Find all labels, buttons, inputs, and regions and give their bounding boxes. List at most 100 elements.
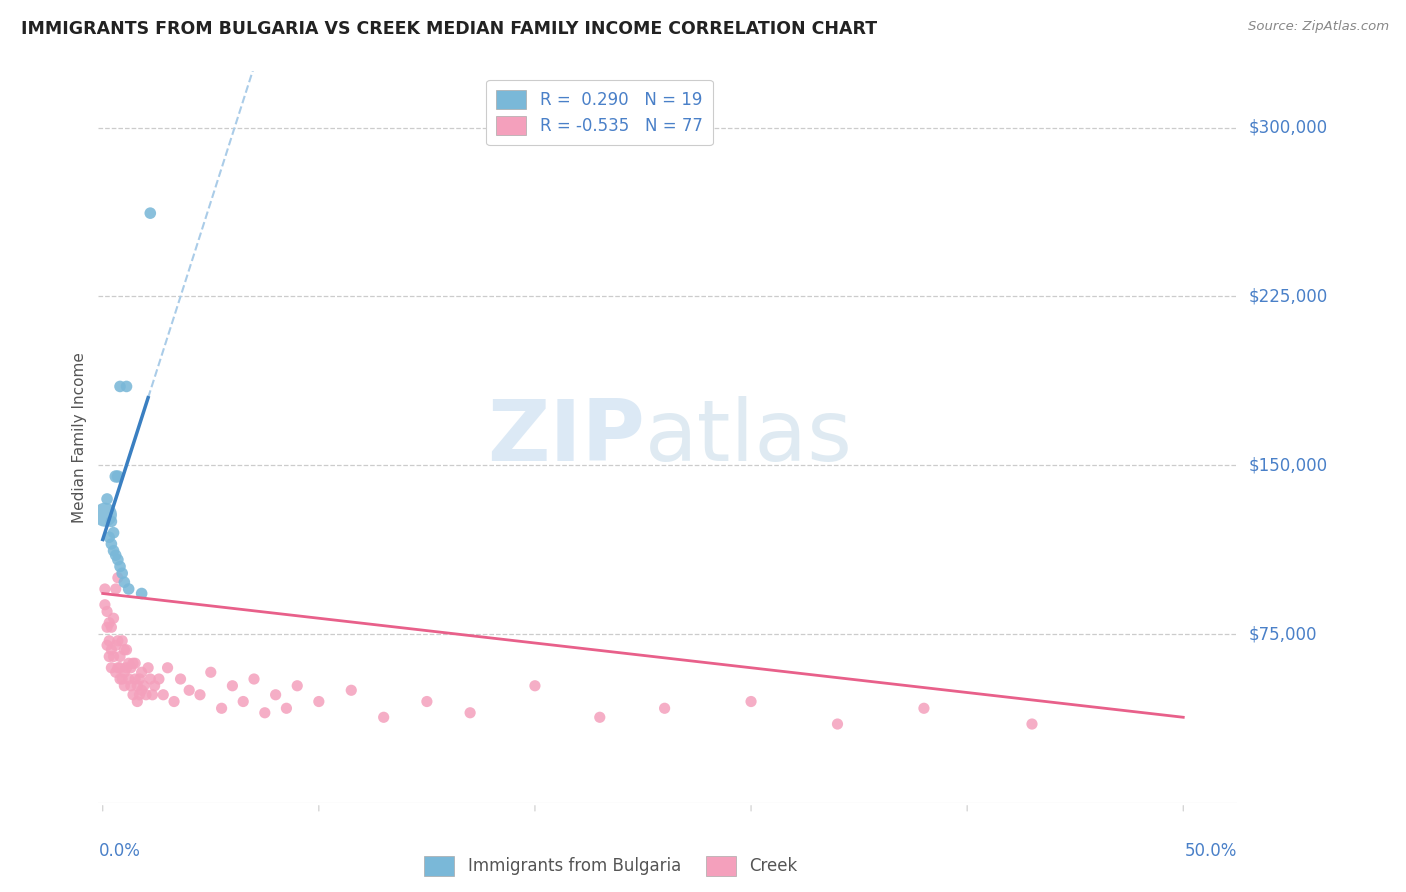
Point [120, 679, 142, 693]
Point [94, 598, 117, 612]
Point [100, 661, 122, 675]
Text: 0.0%: 0.0% [98, 842, 141, 860]
Point [104, 548, 127, 562]
Point [98, 530, 121, 544]
Point [131, 665, 153, 680]
Point [118, 657, 141, 671]
Point [152, 688, 174, 702]
Point [131, 586, 153, 600]
Point [156, 661, 179, 675]
Point [107, 571, 129, 585]
Point [308, 694, 330, 708]
Point [122, 657, 145, 671]
Point [285, 679, 308, 693]
Point [112, 642, 135, 657]
Point [211, 701, 233, 715]
Text: IMMIGRANTS FROM BULGARIA VS CREEK MEDIAN FAMILY INCOME CORRELATION CHART: IMMIGRANTS FROM BULGARIA VS CREEK MEDIAN… [21, 20, 877, 37]
Point [128, 672, 150, 686]
Point [340, 683, 363, 698]
Point [103, 611, 125, 625]
Point [139, 672, 162, 686]
Point [111, 672, 134, 686]
Point [523, 679, 546, 693]
Point [141, 688, 163, 702]
Point [132, 679, 155, 693]
Text: ZIP: ZIP [488, 395, 645, 479]
Point [104, 638, 127, 652]
Point [124, 657, 146, 671]
Point [136, 661, 159, 675]
Point [143, 679, 166, 693]
Point [253, 706, 276, 720]
Point [107, 553, 129, 567]
Point [128, 688, 150, 702]
Point [416, 694, 439, 708]
Point [108, 649, 131, 664]
Point [232, 694, 254, 708]
Point [112, 679, 135, 693]
Point [163, 694, 186, 708]
Point [103, 649, 125, 664]
Text: 50.0%: 50.0% [1185, 842, 1237, 860]
Legend: Immigrants from Bulgaria, Creek: Immigrants from Bulgaria, Creek [418, 850, 804, 882]
Point [115, 661, 138, 675]
Point [104, 469, 127, 483]
Point [124, 672, 146, 686]
Point [120, 661, 142, 675]
Point [94, 508, 117, 522]
Point [96, 620, 118, 634]
Point [111, 633, 134, 648]
Point [94, 582, 117, 596]
Point [98, 649, 121, 664]
Y-axis label: Median Family Income: Median Family Income [72, 351, 87, 523]
Point [96, 605, 118, 619]
Point [118, 672, 141, 686]
Point [589, 710, 612, 724]
Text: $225,000: $225,000 [1249, 287, 1327, 305]
Point [127, 694, 149, 708]
Point [112, 575, 135, 590]
Point [148, 672, 170, 686]
Point [103, 525, 125, 540]
Point [108, 559, 131, 574]
Point [169, 672, 191, 686]
Point [96, 491, 118, 506]
Point [827, 717, 849, 731]
Point [131, 683, 153, 698]
Text: $150,000: $150,000 [1249, 456, 1327, 475]
Point [1021, 717, 1043, 731]
Point [104, 582, 127, 596]
Point [127, 679, 149, 693]
Point [104, 665, 127, 680]
Point [373, 710, 395, 724]
Point [458, 706, 481, 720]
Point [139, 206, 162, 220]
Point [118, 582, 141, 596]
Text: Source: ZipAtlas.com: Source: ZipAtlas.com [1249, 20, 1389, 33]
Point [100, 515, 122, 529]
Point [108, 672, 131, 686]
Point [122, 688, 145, 702]
Point [112, 665, 135, 680]
Text: $75,000: $75,000 [1249, 625, 1317, 643]
Point [276, 701, 298, 715]
Text: $300,000: $300,000 [1249, 119, 1327, 136]
Point [188, 688, 211, 702]
Point [179, 683, 201, 698]
Point [135, 688, 157, 702]
Point [221, 679, 243, 693]
Point [264, 688, 287, 702]
Point [111, 566, 134, 581]
Point [108, 661, 131, 675]
Point [740, 694, 762, 708]
Point [107, 633, 129, 648]
Point [107, 469, 129, 483]
Point [654, 701, 676, 715]
Point [243, 672, 266, 686]
Point [200, 665, 222, 680]
Point [912, 701, 935, 715]
Point [96, 638, 118, 652]
Point [107, 661, 129, 675]
Point [98, 615, 121, 630]
Point [103, 543, 125, 558]
